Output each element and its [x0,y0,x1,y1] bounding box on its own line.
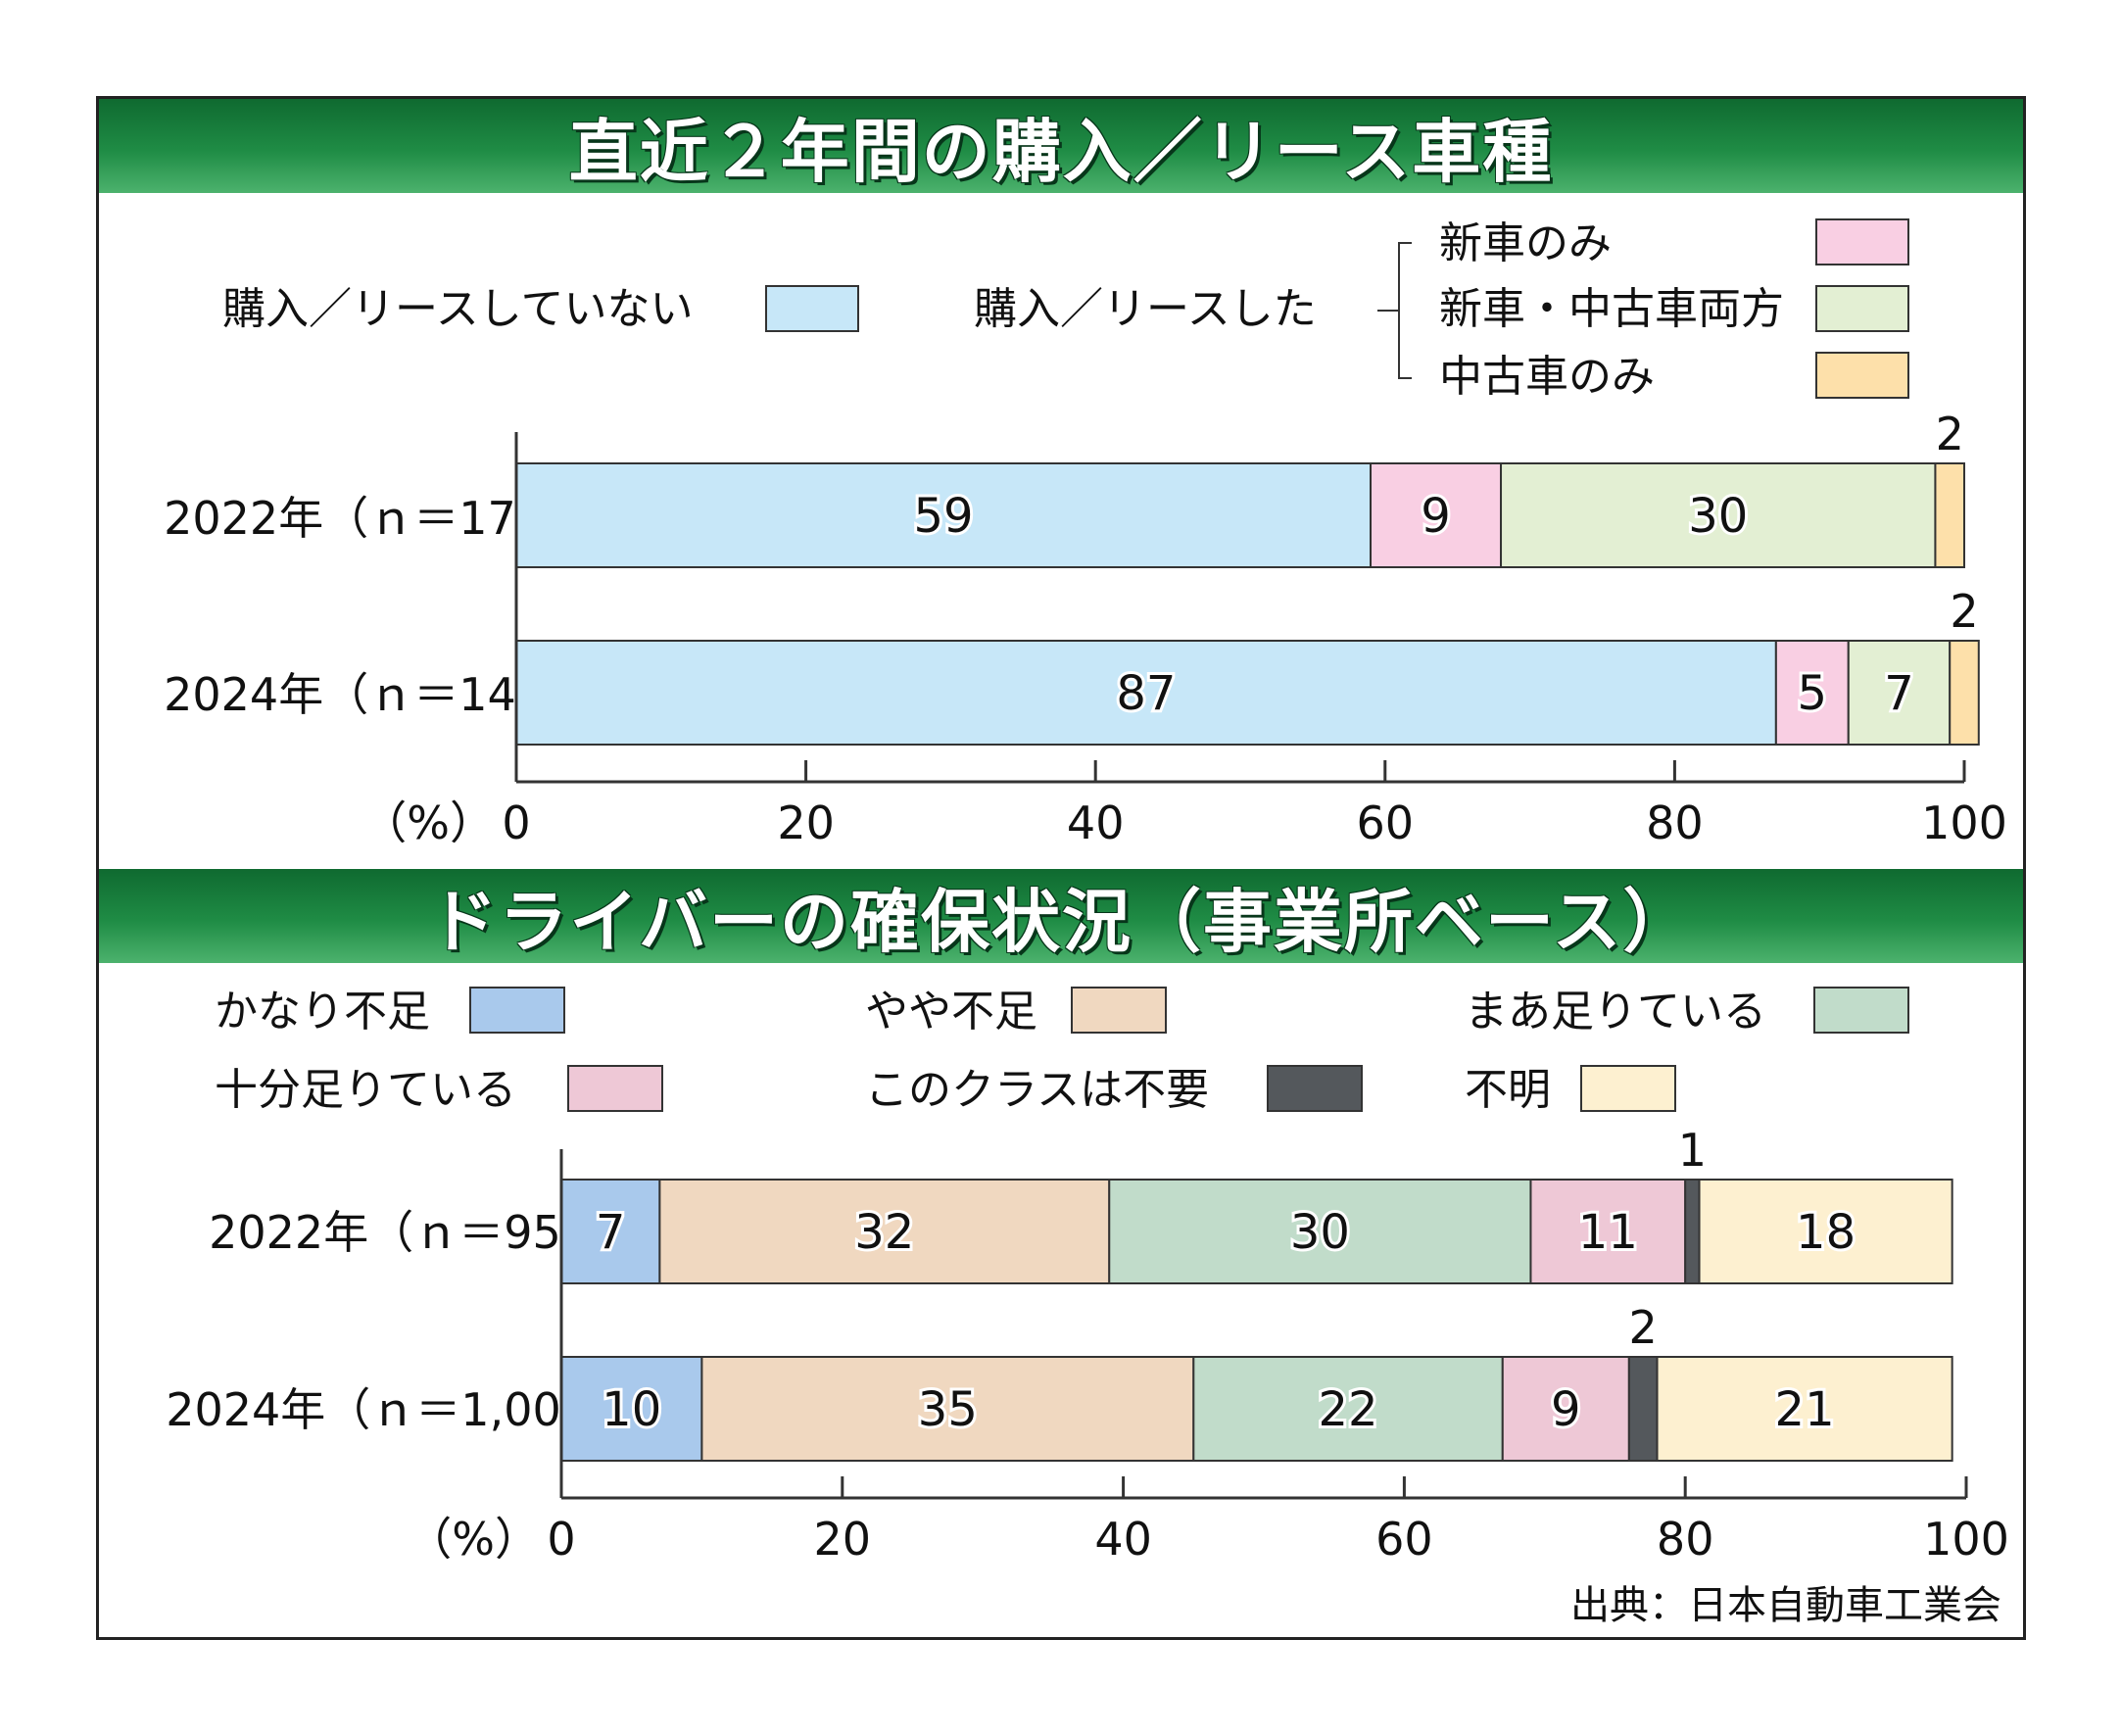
chart2-data-label-1-3: 9 [1551,1382,1581,1437]
chart1-bar-0-2 [1500,462,1937,568]
chart2-bar-0-2 [1108,1179,1532,1284]
chart2-title: ドライバーの確保状況（事業所ベース） [428,881,1694,962]
legend1-label-new-only: 新車のみ [1439,218,1612,268]
chart1-data-label-1-2: 7 [1884,666,1914,721]
chart2-bar-0-5 [1698,1179,1953,1284]
chart2-bar-1-5 [1656,1356,1953,1462]
legend1-group-connector [1377,310,1399,312]
chart2-bar-0-4 [1684,1179,1701,1284]
chart2-data-label-0-5: 18 [1796,1205,1856,1260]
chart1-title-banner: 直近２年間の購入／リース車種 [99,99,2023,193]
chart2-data-label-0-0: 7 [596,1205,626,1260]
legend1-label-used-only: 中古車のみ [1439,352,1655,402]
chart2-tick-label-0: 0 [547,1513,575,1566]
chart1-bar-0-1 [1370,462,1503,568]
chart1-tick-label-2: 40 [1067,796,1125,844]
legend1-group-label: 購入／リースした [974,284,1317,334]
legend1-swatch-not-purchased [765,285,859,332]
legend2-label-not-needed: このクラスは不要 [865,1065,1210,1115]
legend2-swatch-unknown [1580,1065,1676,1112]
legend1-swatch-new-only [1815,218,1909,265]
chart1-data-label-1-1: 5 [1798,666,1828,721]
legend2-swatch-not-needed [1267,1065,1363,1112]
chart2-tick-label-2: 40 [1094,1513,1152,1566]
legend2-swatch-somewhat-short [1071,987,1167,1034]
chart2-data-label-1-2: 22 [1319,1382,1378,1437]
legend2-label-very-short: かなり不足 [215,987,430,1037]
chart2-tick-label-4: 80 [1657,1513,1714,1566]
legend1-swatch-new-and-used [1815,285,1909,332]
chart1-tick-label-5: 100 [1921,796,2007,844]
chart2-data-label-1-0: 10 [602,1382,661,1437]
chart2-data-label-0-4: 1 [1678,1124,1707,1177]
chart2-tick-label-5: 100 [1923,1513,2009,1566]
legend2-label-somewhat-short: やや不足 [865,987,1037,1037]
chart2-title-banner: ドライバーの確保状況（事業所ベース） [99,869,2023,963]
legend1-swatch-used-only [1815,352,1909,399]
legend2-swatch-enough [567,1065,663,1112]
chart2-unit-label: （%） [407,1513,540,1566]
legend1-label-not-purchased: 購入／リースしていない [222,284,694,334]
chart1-tick-label-1: 20 [777,796,835,844]
chart1-data-label-0-3: 2 [1936,408,1964,460]
legend2-swatch-very-short [469,987,565,1034]
chart1-bar-1-1 [1774,640,1850,746]
legend2-label-unknown: 不明 [1465,1065,1551,1115]
chart2-data-label-0-2: 30 [1290,1205,1350,1260]
chart1-data-label-1-3: 2 [1950,585,1978,638]
infographic-frame: 直近２年間の購入／リース車種 購入／リースしていない 購入／リースした 新車のみ… [96,96,2026,1640]
chart1-data-label-0-0: 59 [913,489,973,544]
legend2-label-mostly-enough: まあ足りている [1465,987,1766,1037]
chart1-data-label-0-2: 30 [1688,489,1748,544]
chart1-bar-0-3 [1934,462,1965,568]
chart1-bar-1-0 [515,640,1777,746]
chart2-data-label-1-1: 35 [918,1382,978,1437]
legend1-label-new-and-used: 新車・中古車両方 [1439,284,1784,334]
chart2-bar-0-3 [1529,1179,1687,1284]
chart2-data-label-0-3: 11 [1578,1205,1638,1260]
chart2-bar-1-4 [1627,1356,1659,1462]
chart1-data-label-0-1: 9 [1421,489,1451,544]
legend2-label-enough: 十分足りている [215,1065,516,1115]
chart1-title: 直近２年間の購入／リース車種 [568,111,1554,192]
chart2-tick-label-1: 20 [814,1513,872,1566]
chart2-category-2024: 2024年（ｎ＝1,005） [166,1383,635,1436]
source-credit: 出典：日本自動車工業会 [1570,1583,2001,1628]
legend1-bracket [1398,242,1412,379]
chart2-data-label-1-5: 21 [1775,1382,1835,1437]
chart2-data-label-1-4: 2 [1629,1301,1658,1354]
chart2-tick-label-3: 60 [1375,1513,1433,1566]
chart1-unit-label: （%） [362,796,495,844]
chart1-tick-label-4: 80 [1646,796,1704,844]
chart1-tick-label-0: 0 [502,796,530,844]
chart2-bar-1-3 [1501,1356,1630,1462]
chart2-data-label-0-1: 32 [854,1205,914,1260]
chart1-bar-0-0 [515,462,1373,568]
chart1-bar-1-2 [1847,640,1952,746]
chart1-data-label-1-0: 87 [1116,666,1176,721]
chart1-bar-1-3 [1949,640,1980,746]
chart1-tick-label-3: 60 [1357,796,1415,844]
legend2-swatch-mostly-enough [1813,987,1909,1034]
chart2-bar-1-1 [700,1356,1195,1462]
